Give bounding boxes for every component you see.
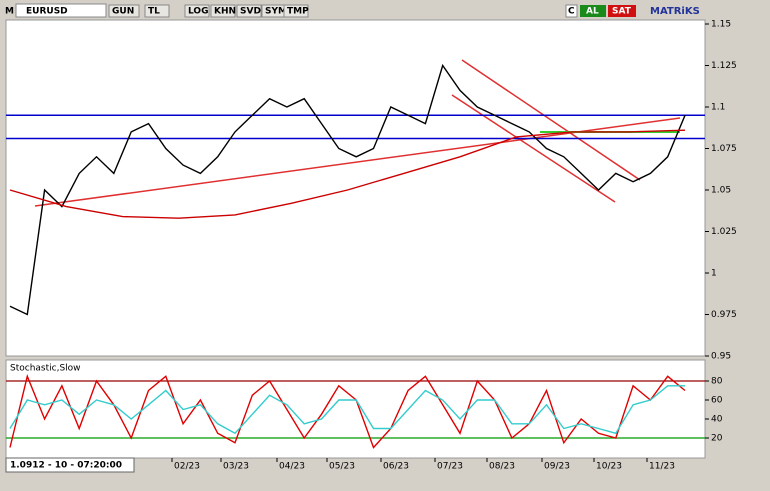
sell-label: SAT	[612, 7, 632, 17]
c-label: C	[568, 7, 575, 17]
y-tick-label: 0.975	[711, 310, 737, 320]
x-tick-label: 11/23	[649, 462, 675, 472]
x-tick-label: 04/23	[279, 462, 305, 472]
toolbar-label: TMP	[287, 7, 309, 17]
channel-line	[451, 94, 616, 203]
series-line	[9, 374, 686, 449]
y-tick-label: 40	[711, 415, 723, 425]
stoch-title: Stochastic,Slow	[10, 364, 81, 374]
buy-button[interactable]	[580, 5, 606, 17]
y-tick-label: 1.15	[711, 20, 731, 30]
y-tick-label: 1.1	[711, 103, 725, 113]
toolbar-button[interactable]	[184, 4, 210, 18]
x-tick-label: 05/23	[329, 462, 355, 472]
y-tick-label: 1	[711, 269, 717, 279]
channel-line	[461, 59, 641, 181]
info-box	[5, 457, 135, 473]
buy-label: AL	[586, 7, 599, 17]
symbol: EURUSD	[26, 7, 68, 17]
symbol-box[interactable]	[15, 3, 107, 18]
series-line	[9, 385, 685, 435]
y-tick-label: 1.125	[711, 61, 737, 71]
logo: M	[5, 7, 14, 17]
y-tick-label: 80	[711, 377, 723, 387]
toolbar-label: SYM	[265, 7, 287, 17]
toolbar-label: GUN	[112, 7, 134, 17]
series-line	[9, 129, 686, 219]
x-tick-label: 03/23	[223, 462, 249, 472]
x-tick-label: 02/23	[174, 462, 200, 472]
y-tick-label: 1.05	[711, 186, 731, 196]
series-line	[9, 63, 686, 316]
y-tick-label: 20	[711, 434, 723, 444]
toolbar-button[interactable]	[236, 4, 262, 18]
toolbar-label: LOG	[188, 7, 208, 17]
brand: MATRiKS	[650, 6, 700, 17]
x-tick-label: 06/23	[383, 462, 409, 472]
stoch-panel	[5, 359, 706, 459]
y-tick-label: 1.025	[711, 227, 737, 237]
toolbar-label: TL	[148, 7, 160, 17]
y-tick-label: 60	[711, 396, 723, 406]
toolbar-label: KHN	[214, 7, 236, 17]
x-tick-label: 09/23	[544, 462, 570, 472]
scrollbar[interactable]	[0, 475, 770, 487]
toolbar-button[interactable]	[283, 4, 309, 18]
toolbar-button[interactable]	[144, 4, 170, 18]
y-tick-label: 1.075	[711, 144, 737, 154]
y-tick-label: 0.95	[711, 352, 731, 362]
c-button[interactable]	[565, 4, 578, 18]
toolbar-button[interactable]	[210, 4, 236, 18]
toolbar-label: SVD	[240, 7, 261, 17]
x-tick-label: 07/23	[437, 462, 463, 472]
toolbar-button[interactable]	[108, 4, 140, 18]
sell-button[interactable]	[608, 5, 636, 17]
x-tick-label: 08/23	[489, 462, 515, 472]
x-tick-label: 10/23	[596, 462, 622, 472]
info: 1.0912 - 10 - 07:20:00	[10, 461, 122, 471]
